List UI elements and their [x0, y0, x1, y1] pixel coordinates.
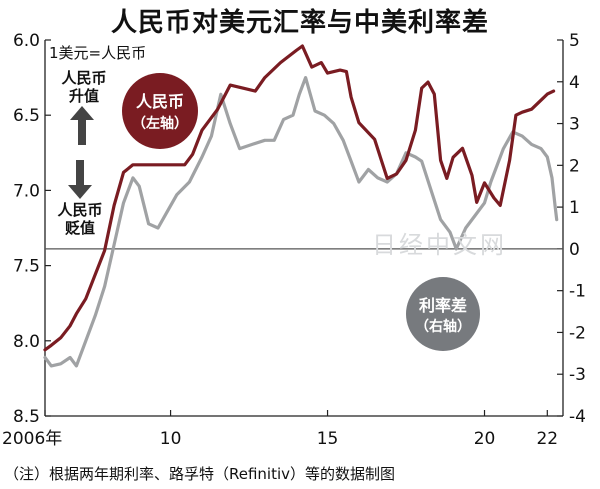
down-label-2: 贬值 — [65, 219, 95, 237]
right-tick-label: -1 — [569, 282, 586, 302]
right-tick-label: 3 — [569, 115, 580, 135]
x-tick-label: 20 — [474, 429, 496, 449]
left-tick-label: 7.0 — [13, 181, 40, 201]
right-tick-label: -3 — [569, 365, 586, 385]
up-arrow-icon — [70, 106, 94, 120]
left-tick-label: 6.0 — [13, 31, 40, 51]
series-layer — [43, 44, 559, 368]
up-label-1: 人民币 — [61, 69, 106, 87]
up-arrow-shaft — [78, 118, 86, 145]
right-tick-label: 1 — [569, 198, 580, 218]
left-tick-label: 6.5 — [13, 106, 40, 126]
spread-badge-label-2: （右轴） — [415, 318, 471, 335]
left-tick-label: 8.5 — [13, 407, 40, 427]
left-tick-label: 7.5 — [13, 257, 40, 277]
x-tick-label: 10 — [160, 429, 182, 449]
unit-note: 1美元=人民币 — [49, 44, 146, 62]
right-tick-label: 5 — [569, 31, 580, 51]
chart-title: 人民币对美元汇率与中美利率差 — [110, 8, 489, 38]
down-arrow-icon — [68, 185, 92, 199]
up-label-2: 升值 — [69, 87, 99, 105]
series-line-rmb — [43, 44, 556, 352]
right-tick-label: -4 — [569, 407, 586, 427]
watermark-text: 日经中文网 — [372, 231, 507, 259]
x-tick-label: 15 — [317, 429, 339, 449]
right-tick-label: 2 — [569, 156, 580, 176]
left-tick-label: 8.0 — [13, 332, 40, 352]
right-tick-label: -2 — [569, 323, 586, 343]
down-arrow-shaft — [76, 160, 84, 187]
right-tick-label: 4 — [569, 73, 580, 93]
x-tick-label: 2006年 — [2, 429, 62, 449]
x-tick-label: 22 — [536, 429, 558, 449]
rmb-badge-label-2: （左轴） — [132, 115, 188, 132]
right-tick-label: 0 — [569, 240, 580, 260]
rmb-badge-circle — [122, 73, 198, 149]
series-line-spread — [43, 76, 559, 368]
rmb-badge-label-1: 人民币 — [136, 92, 184, 111]
spread-badge-label-1: 利率差 — [419, 296, 467, 315]
spread-badge-circle — [406, 277, 480, 351]
footnote: （注）根据两年期利率、路孚特（Refinitiv）等的数据制图 — [4, 465, 396, 483]
down-label-1: 人民币 — [57, 201, 102, 219]
